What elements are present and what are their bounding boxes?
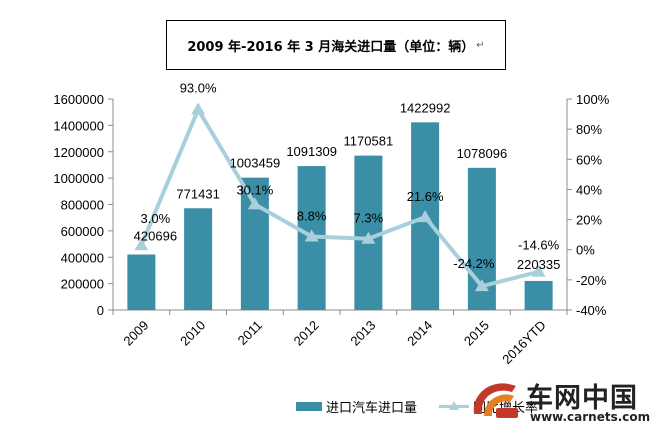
line-marker xyxy=(304,229,319,242)
right-axis-tick-label: 80% xyxy=(576,122,602,137)
carnets-logo-icon xyxy=(473,383,518,418)
line-value-label: 93.0% xyxy=(180,81,217,96)
left-axis-tick-label: 1200000 xyxy=(53,145,104,160)
left-axis-tick-label: 1000000 xyxy=(53,171,104,186)
line-value-label: 3.0% xyxy=(141,211,171,226)
bar-value-label: 1078096 xyxy=(457,146,508,161)
line-value-label: -24.2% xyxy=(453,256,495,271)
x-axis: 2009 2010 2011 2012 2013 2014 2015 2016YTD xyxy=(112,309,568,367)
watermark-url: www.carnets.com xyxy=(530,410,651,424)
bar-value-label: 771431 xyxy=(176,186,219,201)
x-axis-tick-label: 2011 xyxy=(235,318,265,348)
line-value-label: 8.8% xyxy=(297,208,327,223)
bar xyxy=(127,254,156,310)
right-axis-tick-label: 0% xyxy=(576,243,595,258)
legend-line-swatch xyxy=(439,400,470,412)
line-series xyxy=(134,102,546,292)
line-value-label: 21.6% xyxy=(407,189,444,204)
left-axis-tick-label: 600000 xyxy=(61,224,104,239)
bar-value-label: 1170581 xyxy=(344,134,394,149)
bar-value-label: 1003459 xyxy=(230,156,281,171)
line-value-label: 30.1% xyxy=(236,182,273,197)
bar-value-label: 1091309 xyxy=(286,144,337,159)
legend-bar-label: 进口汽车进口量 xyxy=(326,400,418,416)
watermark-name: 车网中国 xyxy=(526,383,638,414)
chart-title-box: 2009 年-2016 年 3 月海关进口量（单位：辆） ↵ xyxy=(166,20,506,70)
x-axis-tick-label: 2010 xyxy=(177,318,208,349)
x-axis-tick-label: 2015 xyxy=(461,318,492,349)
data-labels: 420696 771431 1003459 1091309 1170581 1422992… xyxy=(134,81,561,272)
left-axis-tick-label: 1400000 xyxy=(53,118,104,133)
x-axis-tick-label: 2012 xyxy=(291,318,322,349)
left-axis-tick-label: 800000 xyxy=(61,198,104,213)
line-marker xyxy=(134,238,149,251)
right-axis-tick-label: 20% xyxy=(576,213,602,228)
x-axis-tick-label: 2016YTD xyxy=(499,318,548,367)
bar xyxy=(524,280,553,310)
right-axis-tick-label: 60% xyxy=(576,152,602,167)
line-value-label: 7.3% xyxy=(354,211,384,226)
return-mark-icon: ↵ xyxy=(476,39,485,51)
line-marker xyxy=(247,197,262,210)
bar-value-label: 1422992 xyxy=(400,100,451,115)
line-marker xyxy=(361,231,376,244)
right-axis-tick-label: 100% xyxy=(576,92,610,107)
right-axis-tick-label: -40% xyxy=(576,303,607,318)
line-marker xyxy=(191,102,206,115)
left-axis-tick-label: 1600000 xyxy=(53,92,104,107)
bar xyxy=(184,208,213,310)
left-axis: 0 200000 400000 600000 800000 1000000 1200000 1… xyxy=(53,92,114,318)
line-marker xyxy=(418,210,433,223)
line-marker xyxy=(531,264,546,277)
right-axis: -40% -20% 0% 20% 40% 60% 80% 100% xyxy=(566,92,610,318)
watermark: 车网中国 www.carnets.com xyxy=(470,376,656,430)
x-axis-tick-label: 2014 xyxy=(404,318,435,349)
left-axis-tick-label: 200000 xyxy=(61,277,104,292)
x-axis-tick-label: 2013 xyxy=(347,318,378,349)
left-axis-tick-label: 400000 xyxy=(61,250,104,265)
x-axis-tick-label: 2009 xyxy=(120,318,151,349)
legend-bar-swatch xyxy=(296,401,322,411)
line-value-label: -14.6% xyxy=(518,238,560,253)
left-axis-tick-label: 0 xyxy=(97,303,104,318)
right-axis-tick-label: 40% xyxy=(576,182,602,197)
bar-value-label: 420696 xyxy=(134,229,177,244)
growth-line xyxy=(139,107,540,289)
chart-title: 2009 年-2016 年 3 月海关进口量（单位：辆） xyxy=(187,39,475,55)
bar-value-label: 220335 xyxy=(517,257,560,272)
right-axis-tick-label: -20% xyxy=(576,273,607,288)
line-marker xyxy=(474,279,489,292)
